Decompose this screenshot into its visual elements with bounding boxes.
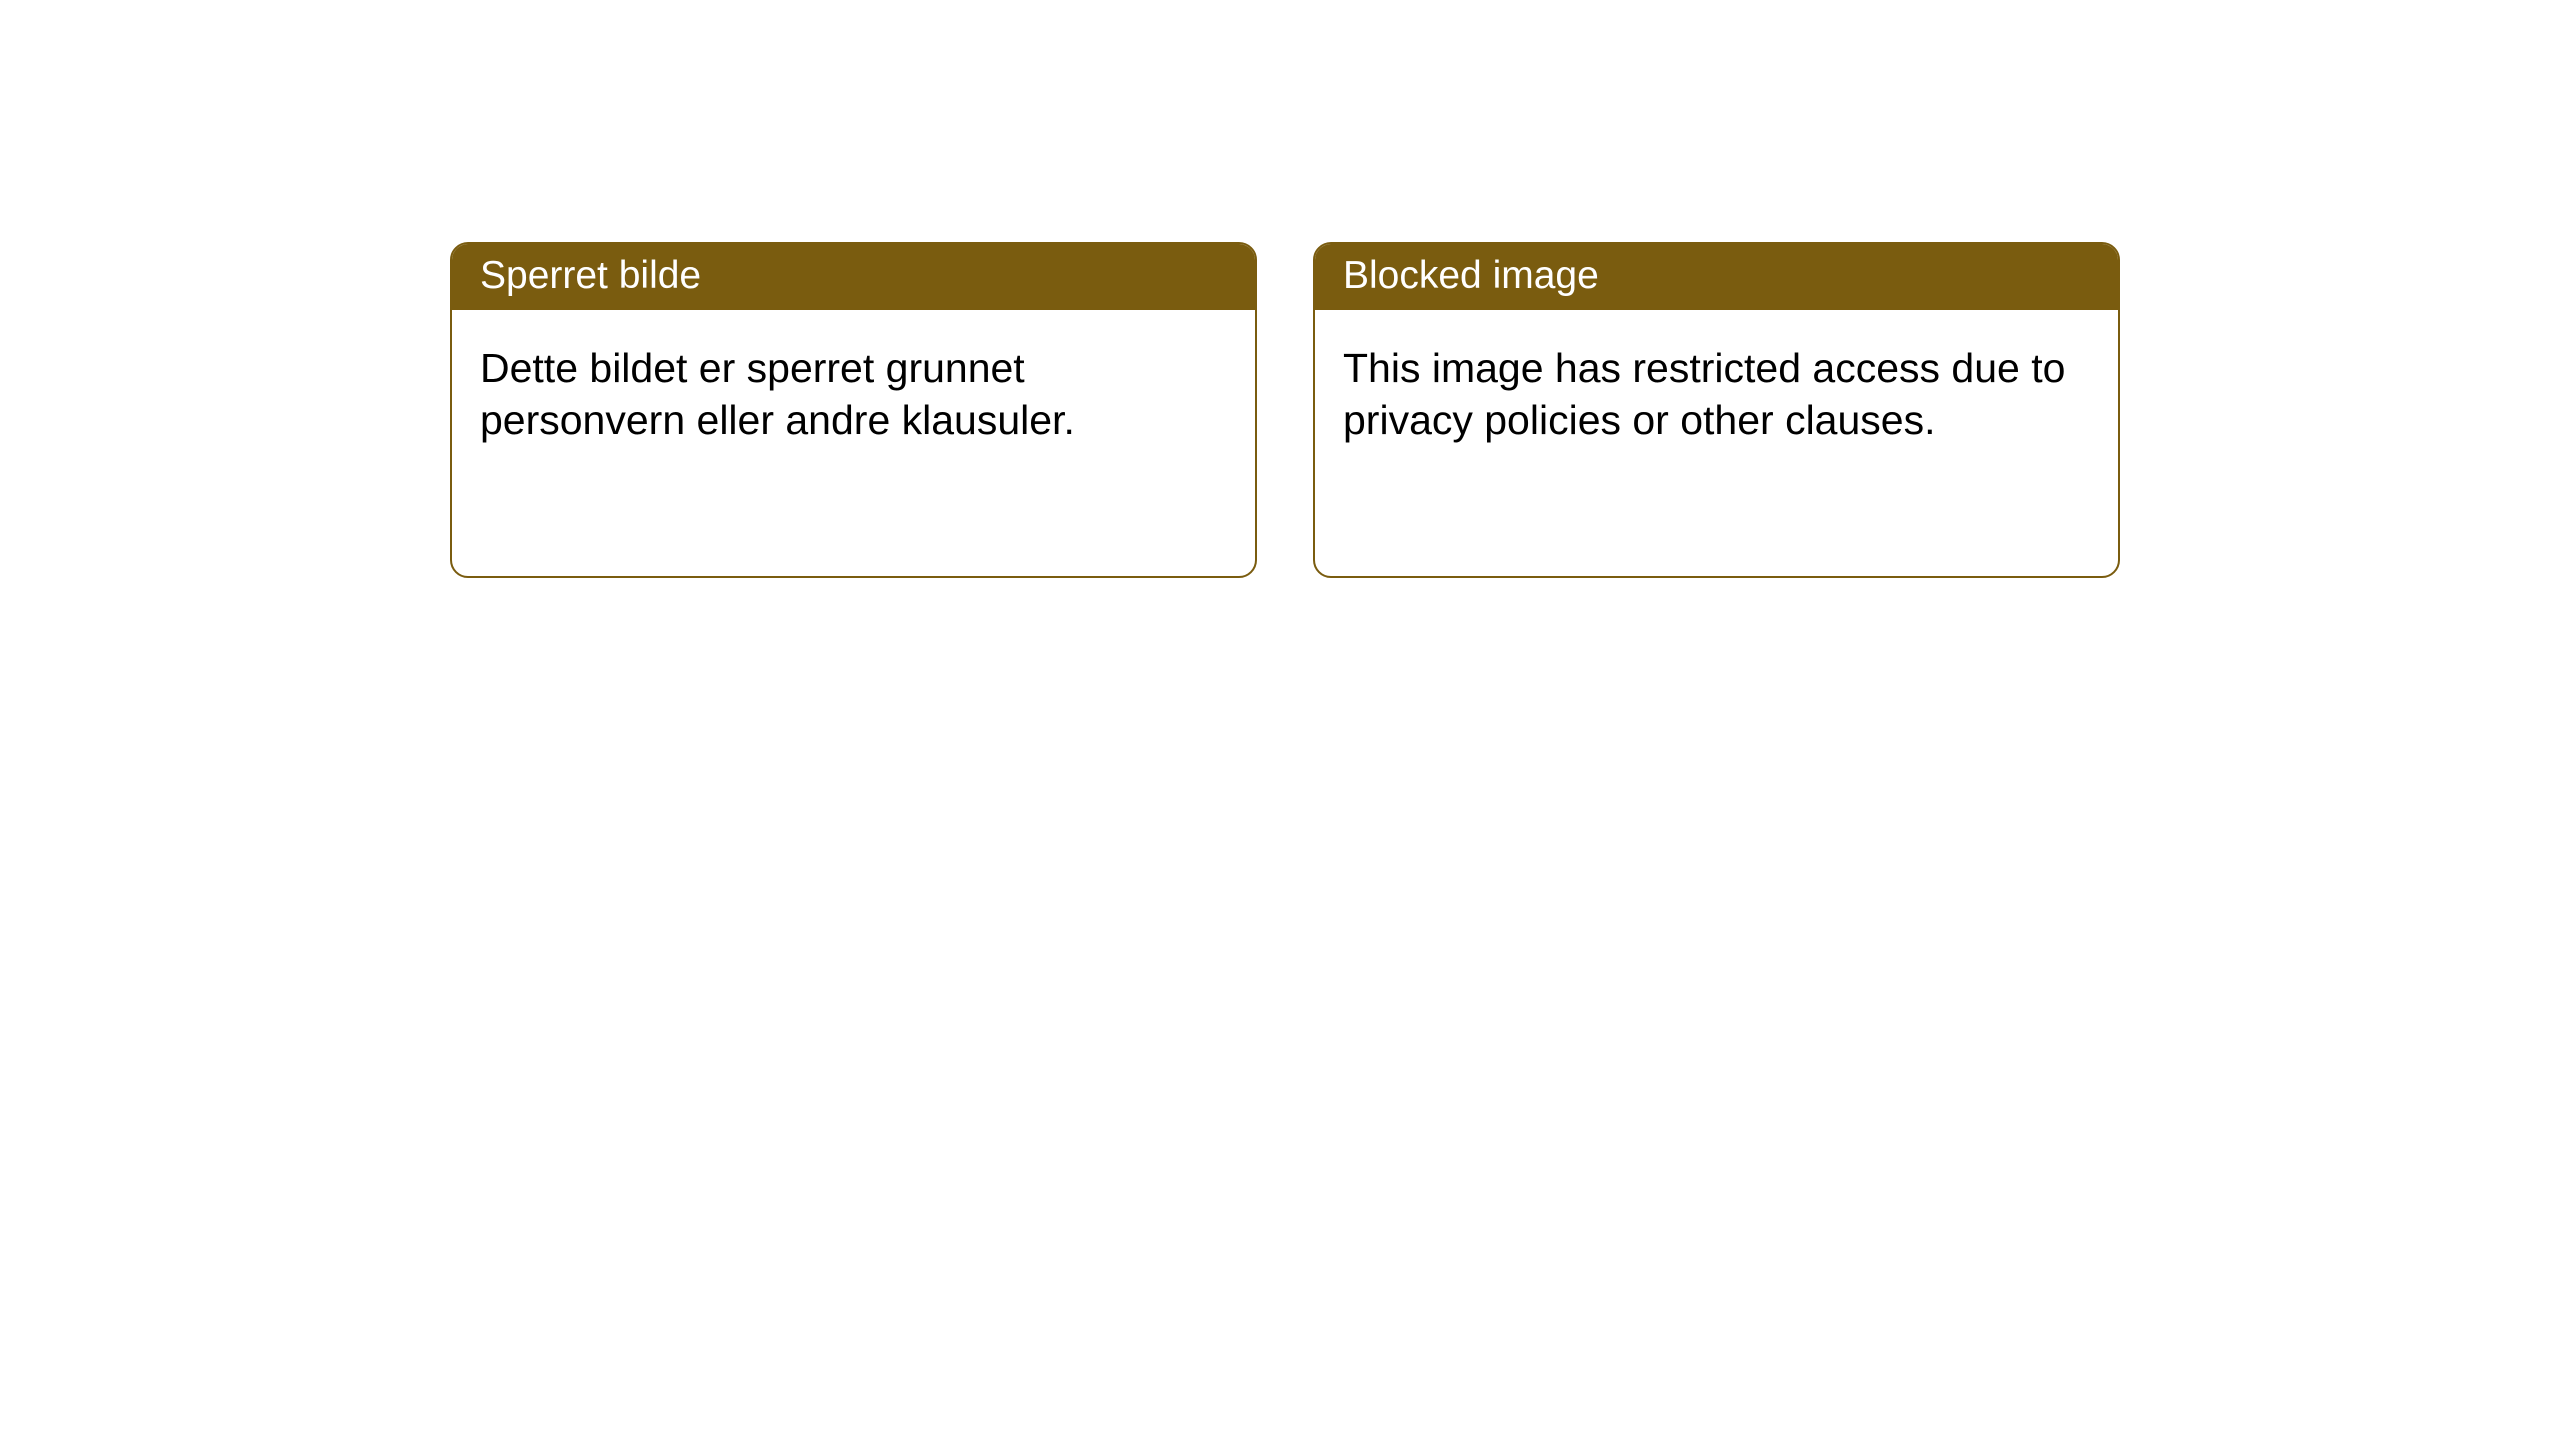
notice-container: Sperret bilde Dette bildet er sperret gr…	[0, 0, 2560, 578]
notice-box-english: Blocked image This image has restricted …	[1313, 242, 2120, 578]
notice-body: This image has restricted access due to …	[1315, 310, 2118, 478]
notice-title: Blocked image	[1315, 244, 2118, 310]
notice-body: Dette bildet er sperret grunnet personve…	[452, 310, 1255, 478]
notice-title: Sperret bilde	[452, 244, 1255, 310]
notice-box-norwegian: Sperret bilde Dette bildet er sperret gr…	[450, 242, 1257, 578]
